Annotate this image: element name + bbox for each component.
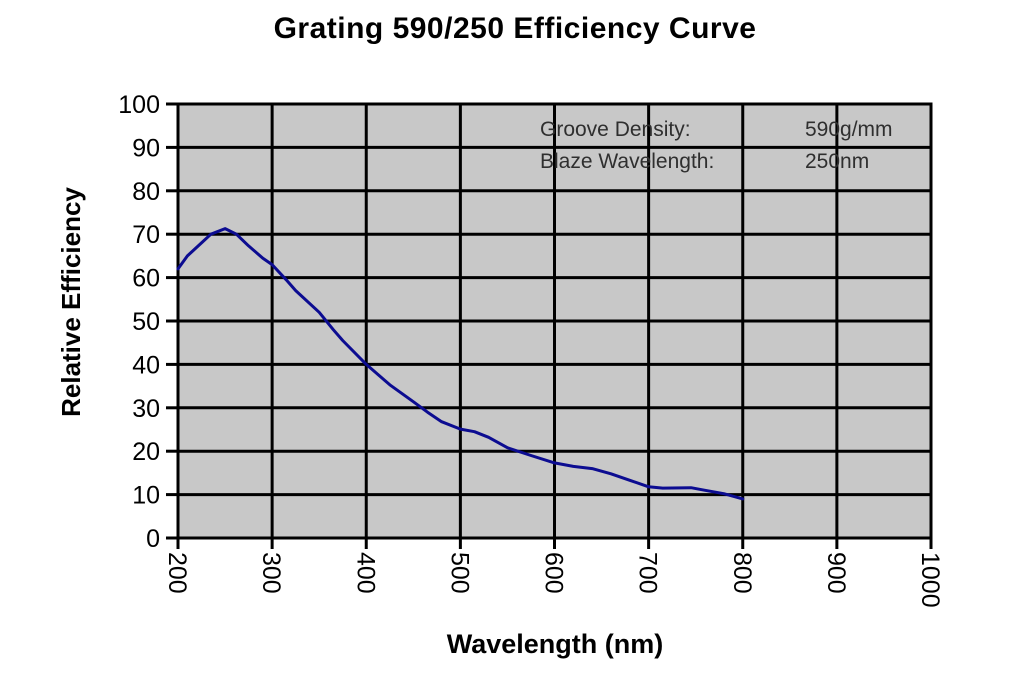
- y-tick-label: 100: [118, 91, 160, 119]
- chart-title: Grating 590/250 Efficiency Curve: [273, 12, 757, 45]
- groove-density-label: Groove Density:: [540, 118, 691, 141]
- y-tick-label: 30: [132, 395, 160, 423]
- x-tick-label: 700: [634, 552, 662, 594]
- y-tick-label: 10: [132, 482, 160, 510]
- y-tick-label: 90: [132, 134, 160, 162]
- y-tick-label: 70: [132, 221, 160, 249]
- x-tick-label: 900: [822, 552, 850, 594]
- y-tick-label: 80: [132, 178, 160, 206]
- x-tick-label: 500: [445, 552, 473, 594]
- x-tick-label: 600: [540, 552, 568, 594]
- y-tick-label: 20: [132, 438, 160, 466]
- x-tick-label: 1000: [916, 552, 944, 608]
- y-tick-label: 40: [132, 351, 160, 379]
- y-tick-label: 50: [132, 308, 160, 336]
- groove-density-value: 590g/mm: [805, 118, 893, 141]
- chart-annotation: Groove Density: 590g/mm Blaze Wavelength:…: [540, 115, 893, 179]
- blaze-wavelength-value: 250nm: [805, 150, 870, 173]
- annotation-row-blaze-wavelength: Blaze Wavelength: 250nm: [540, 147, 893, 179]
- efficiency-curve: [176, 227, 745, 501]
- blaze-wavelength-label: Blaze Wavelength:: [540, 150, 715, 173]
- y-tick-label: 60: [132, 265, 160, 293]
- plot-border: [176, 102, 933, 540]
- annotation-row-groove-density: Groove Density: 590g/mm: [540, 115, 893, 147]
- x-tick-label: 800: [728, 552, 756, 594]
- x-tick-label: 200: [163, 552, 191, 594]
- x-tick-label: 300: [257, 552, 285, 594]
- y-tick-label: 0: [146, 525, 160, 553]
- x-tick-label: 400: [351, 552, 379, 594]
- x-axis-title: Wavelength (nm): [446, 629, 664, 659]
- y-axis-title: Relative Efficiency: [56, 187, 86, 417]
